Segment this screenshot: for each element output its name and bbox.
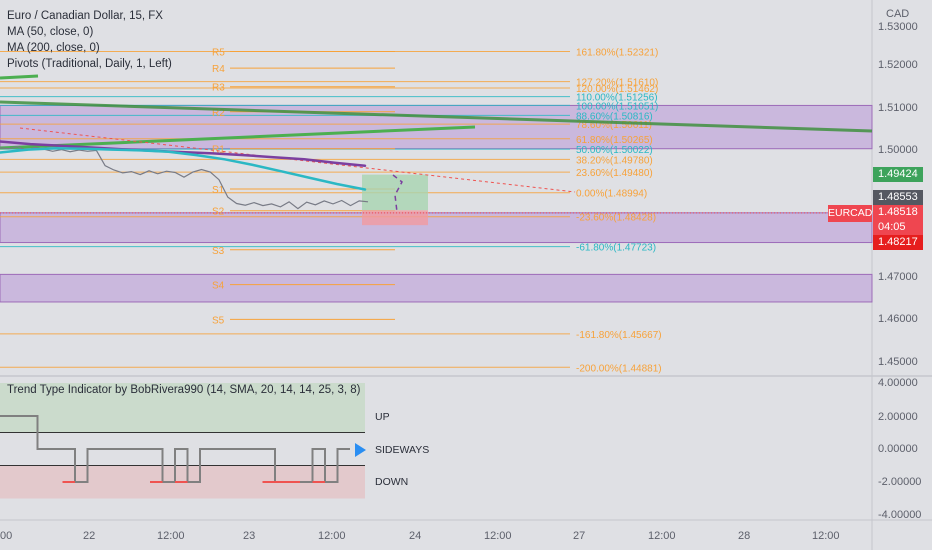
price-axis-label: 1.50000 — [878, 144, 918, 156]
zone-sideways-label: SIDEWAYS — [375, 444, 430, 456]
position-loss-box — [362, 210, 428, 226]
indicator-axis-label: 2.00000 — [878, 411, 918, 423]
fib-level-label: 100.00%(1.51051) — [576, 101, 658, 112]
demand-zone-lower — [0, 273, 873, 303]
time-axis-label: 12:00 — [157, 530, 185, 542]
ma50-legend[interactable]: MA (50, close, 0) — [7, 26, 94, 38]
indicator-axis-label: -2.00000 — [878, 476, 922, 488]
fib-level-label: 61.80%(1.50265) — [576, 135, 653, 146]
time-axis-label: 00 — [0, 530, 13, 542]
price-axis-label: 1.45000 — [878, 356, 918, 368]
time-axis-label: 28 — [738, 530, 751, 542]
fib-level-label: 23.60%(1.49480) — [576, 168, 653, 179]
pivot-label: S1 — [212, 185, 225, 196]
time-axis-label: 22 — [83, 530, 96, 542]
pivot-label: R1 — [212, 145, 225, 156]
pivot-label: R2 — [212, 108, 225, 119]
indicator-cursor-marker — [355, 443, 366, 457]
price-axis-label: 1.53000 — [878, 21, 918, 33]
pivot-label: S4 — [212, 281, 225, 292]
indicator-axis-label: 0.00000 — [878, 443, 918, 455]
symbol-title[interactable]: Euro / Canadian Dollar, 15, FX — [7, 10, 163, 22]
time-axis-label: 24 — [409, 530, 422, 542]
last-price-badge: 1.48518 04:05 — [873, 205, 923, 235]
pivot-label: S2 — [212, 207, 225, 218]
time-axis-label: 23 — [243, 530, 256, 542]
fib-level-label: 0.00%(1.48994) — [576, 189, 647, 200]
trend-line-descending — [0, 100, 873, 133]
bar-countdown: 04:05 — [878, 221, 906, 233]
pivot-label: R3 — [212, 83, 225, 94]
price-badge-dark: 1.48553 — [873, 190, 923, 205]
time-axis-label: 12:00 — [318, 530, 346, 542]
pivot-label: S5 — [212, 315, 225, 326]
indicator-up-zone — [0, 383, 365, 433]
indicator-title[interactable]: Trend Type Indicator by BobRivera990 (14… — [7, 384, 361, 396]
position-profit-box — [362, 174, 428, 211]
fib-level-label: 38.20%(1.49780) — [576, 155, 653, 166]
time-axis-label: 12:00 — [648, 530, 676, 542]
fib-level-label: 127.20%(1.51610) — [576, 78, 658, 89]
indicator-axis-label: -4.00000 — [878, 509, 922, 521]
zone-down-label: DOWN — [375, 476, 409, 488]
zone-up-label: UP — [375, 411, 390, 423]
time-axis-label: 12:00 — [812, 530, 840, 542]
price-pane-bg — [0, 0, 872, 375]
indicator-axis-label: 4.00000 — [878, 377, 918, 389]
time-axis-label: 27 — [573, 530, 586, 542]
fib-level-label: 161.80%(1.52321) — [576, 47, 658, 58]
ma50-line — [0, 147, 367, 191]
fib-level-label: 120.00%(1.51462) — [576, 84, 658, 95]
price-axis-label: 1.51000 — [878, 102, 918, 114]
price-badge-red: 1.48217 — [873, 235, 923, 250]
ma200-legend[interactable]: MA (200, close, 0) — [7, 42, 100, 54]
pivot-label: R4 — [212, 64, 225, 75]
currency-unit: CAD — [886, 8, 910, 20]
fib-level-label: 110.00%(1.51256) — [576, 93, 658, 104]
fib-level-label: -161.80%(1.45667) — [576, 330, 662, 341]
pivot-label: R5 — [212, 48, 225, 59]
demand-zone — [0, 212, 873, 244]
fib-level-label: 78.60%(1.50611) — [576, 120, 652, 131]
fib-level-label: 50.00%(1.50022) — [576, 145, 653, 156]
symbol-tag: EURCAD — [828, 205, 872, 222]
ma200-line — [0, 140, 367, 167]
trend-line-short — [0, 74, 39, 80]
forecast-path — [392, 174, 403, 213]
last-price: 1.48518 — [878, 206, 918, 218]
price-badge-green: 1.49424 — [873, 167, 923, 182]
fib-level-label: -61.80%(1.47723) — [576, 243, 656, 254]
price-axis-label: 1.46000 — [878, 313, 918, 325]
fib-level-label: 88.60%(1.50816) — [576, 111, 653, 122]
trend-line-ascending — [0, 125, 476, 150]
price-axis-label: 1.52000 — [878, 59, 918, 71]
pivots-legend[interactable]: Pivots (Traditional, Daily, 1, Left) — [7, 58, 172, 70]
trend-type-line — [0, 415, 350, 483]
chart-legend: Euro / Canadian Dollar, 15, FX MA (50, c… — [7, 8, 172, 72]
fib-level-label: -23.60%(1.48428) — [576, 213, 656, 224]
time-axis-label: 12:00 — [484, 530, 512, 542]
price-axis-label: 1.47000 — [878, 271, 918, 283]
pivot-label: S3 — [212, 246, 225, 257]
fib-level-label: -200.00%(1.44881) — [576, 363, 662, 374]
